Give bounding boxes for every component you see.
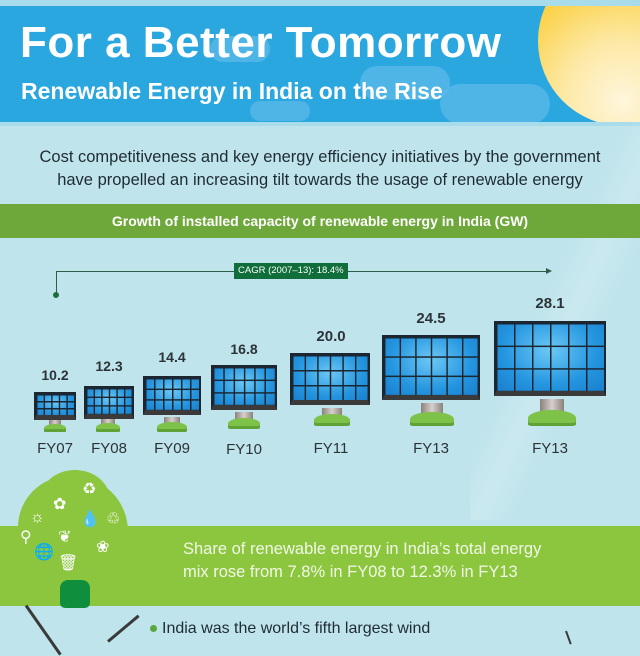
solar-panel-icon bbox=[290, 353, 370, 405]
panel-post bbox=[322, 408, 342, 416]
share-text: Share of renewable energy in India’s tot… bbox=[183, 538, 623, 584]
chart-bar-fy11: 20.0 FY11 bbox=[286, 328, 376, 460]
chart-bar-fy09: 14.4 FY09 bbox=[138, 347, 206, 460]
bullet-item: India was the world’s fifth largest wind bbox=[150, 620, 430, 638]
bar-value: 16.8 bbox=[230, 341, 258, 357]
cagr-arrow-drop bbox=[56, 271, 57, 295]
panel-post bbox=[164, 417, 180, 423]
bar-value: 28.1 bbox=[535, 295, 565, 312]
chart-title: Growth of installed capacity of renewabl… bbox=[0, 204, 640, 238]
water-drop-icon: 💧 bbox=[80, 511, 100, 528]
bar-category: FY13 bbox=[532, 440, 568, 457]
intro-line-1: Cost competitiveness and key energy effi… bbox=[39, 148, 601, 166]
panel-post bbox=[235, 412, 253, 419]
bar-category: FY11 bbox=[313, 440, 349, 457]
globe-icon: 🌐 bbox=[34, 544, 54, 561]
cagr-start-dot bbox=[53, 292, 59, 298]
recycle-bag-icon: ♲ bbox=[106, 511, 121, 528]
grass-icon bbox=[314, 414, 350, 426]
solar-panel-icon bbox=[382, 335, 480, 400]
grass-icon bbox=[228, 418, 260, 429]
lotus-icon: ❀ bbox=[96, 539, 110, 556]
bullet-dot-icon bbox=[150, 625, 157, 633]
recycle-bin-icon: 🗑 bbox=[58, 555, 79, 572]
chart-bar-fy08: 12.3 FY08 bbox=[80, 356, 138, 460]
cloud-decoration bbox=[250, 101, 310, 121]
solar-panel-icon bbox=[211, 365, 277, 410]
recycle-icon: ♻ bbox=[82, 481, 97, 498]
bar-category: FY07 bbox=[37, 440, 73, 457]
chart-bar-fy13: 28.1 FY13 bbox=[490, 295, 610, 460]
bar-category: FY08 bbox=[91, 440, 127, 457]
bar-value: 10.2 bbox=[41, 367, 69, 383]
bar-category: FY13 bbox=[413, 440, 449, 457]
cloud-decoration bbox=[360, 66, 450, 100]
intro-line-2: have propelled an increasing tilt toward… bbox=[57, 171, 583, 189]
top-strip bbox=[0, 0, 640, 6]
header-banner: For a Better Tomorrow Renewable Energy i… bbox=[0, 6, 640, 122]
cloud-decoration bbox=[210, 36, 270, 62]
wind-turbine-icon bbox=[565, 630, 572, 645]
grass-icon bbox=[528, 410, 576, 426]
eco-tree-icon bbox=[18, 476, 128, 586]
chart-bar-fy12: 24.5 FY13 bbox=[376, 310, 486, 460]
bar-value: 24.5 bbox=[416, 310, 446, 327]
sun-gear-icon: ☼ bbox=[30, 509, 45, 526]
solar-panel-icon bbox=[494, 321, 606, 396]
arrow-right-icon bbox=[546, 268, 552, 274]
page-title: For a Better Tomorrow bbox=[20, 18, 502, 67]
panel-post bbox=[49, 420, 61, 425]
wind-turbine-blade bbox=[107, 614, 140, 643]
wind-turbine-icon bbox=[24, 604, 62, 656]
grass-icon bbox=[410, 412, 454, 426]
sun-icon bbox=[538, 6, 640, 122]
bar-value: 12.3 bbox=[95, 358, 123, 374]
share-line-2: mix rose from 7.8% in FY08 to 12.3% in F… bbox=[183, 563, 518, 581]
intro-text: Cost competitiveness and key energy effi… bbox=[0, 146, 640, 192]
panel-post bbox=[101, 419, 115, 424]
page-subtitle: Renewable Energy in India on the Rise bbox=[21, 78, 443, 104]
bullet-text: India was the world’s fifth largest wind bbox=[162, 620, 431, 637]
bar-category: FY10 bbox=[226, 441, 262, 458]
leaf-icon: ❦ bbox=[58, 529, 72, 546]
grass-icon bbox=[44, 424, 66, 432]
cloud-decoration bbox=[440, 84, 550, 122]
solar-panel-icon bbox=[34, 392, 76, 420]
solar-panel-icon bbox=[143, 376, 201, 415]
bar-value: 14.4 bbox=[158, 349, 186, 365]
share-line-1: Share of renewable energy in India’s tot… bbox=[183, 540, 542, 558]
bulb-icon: ⚲ bbox=[20, 529, 32, 546]
chart-bar-fy10: 16.8 FY10 bbox=[206, 337, 282, 460]
grass-icon bbox=[157, 422, 187, 432]
bar-value: 20.0 bbox=[316, 328, 346, 345]
header-divider bbox=[0, 122, 640, 126]
cagr-label: CAGR (2007–13): 18.4% bbox=[234, 263, 348, 279]
panel-post bbox=[421, 403, 443, 414]
flower-icon: ✿ bbox=[53, 496, 67, 513]
sun-ray-decoration bbox=[470, 120, 640, 520]
panel-post bbox=[540, 399, 564, 413]
chart-bar-fy07: 10.2 FY07 bbox=[28, 365, 82, 460]
bar-category: FY09 bbox=[154, 440, 190, 457]
grass-icon bbox=[96, 423, 120, 432]
recycle-bag-icon bbox=[60, 580, 90, 608]
solar-panel-icon bbox=[84, 386, 134, 419]
